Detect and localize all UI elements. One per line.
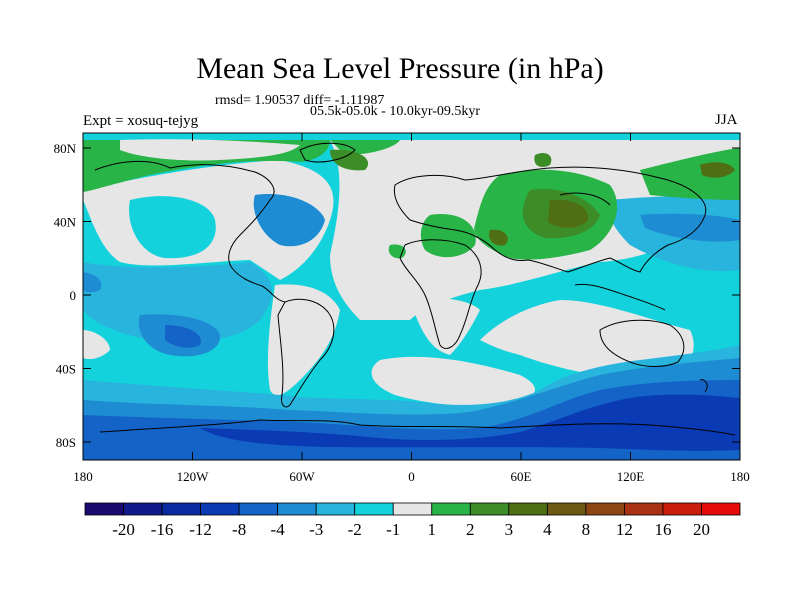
coast-africa <box>399 239 482 349</box>
colorbar-swatch <box>469 502 510 516</box>
colorbar-label: 2 <box>466 520 475 539</box>
colorbar-swatch <box>624 502 664 516</box>
colorbar-label: 1 <box>428 520 437 539</box>
y-tick-label: 40S <box>56 362 76 377</box>
positive-regions <box>83 139 740 260</box>
stats-line: rmsd= 1.90537 diff= -1.11987 <box>215 93 385 108</box>
colorbar-label: 20 <box>693 520 710 539</box>
colorbar-swatch <box>701 502 741 516</box>
coast-australia <box>599 319 685 367</box>
x-tick-label: 180 <box>73 469 93 484</box>
colorbar-swatch <box>200 502 240 516</box>
coast-eurasia <box>393 166 707 273</box>
x-tick-label: 60E <box>511 469 532 484</box>
colorbar-label: 12 <box>616 520 633 539</box>
colorbar-swatch <box>123 502 163 516</box>
map-title: Mean Sea Level Pressure (in hPa) <box>196 52 604 85</box>
colorbar-swatch <box>392 502 433 516</box>
experiment-label: Expt = xosuq-tejyg <box>83 113 199 129</box>
colorbar-swatch <box>431 502 471 516</box>
colorbar-label: 3 <box>505 520 514 539</box>
colorbar-swatch <box>315 502 356 516</box>
colorbar-label: -4 <box>271 520 286 539</box>
colorbar: -20 -16 -12 -8 -4 -3 -2 -1 1 2 3 4 8 12 16 20 <box>84 502 741 539</box>
x-tick-label: 120W <box>177 469 210 484</box>
x-tick-label: 180 <box>730 469 750 484</box>
colorbar-label: -20 <box>112 520 135 539</box>
colorbar-swatch <box>84 502 124 516</box>
y-tick-label: 40N <box>54 215 77 230</box>
field-layer <box>83 133 740 460</box>
colorbar-label: -3 <box>309 520 323 539</box>
y-tick-label: 80N <box>54 141 77 156</box>
colorbar-swatch <box>508 502 548 516</box>
coast-indonesia <box>574 283 666 311</box>
neg8-regions <box>200 394 740 451</box>
colorbar-swatch <box>662 502 702 516</box>
coastlines <box>94 142 736 436</box>
y-tick-label: 0 <box>70 288 77 303</box>
colorbar-label: -16 <box>151 520 174 539</box>
colorbar-label: -12 <box>189 520 212 539</box>
colorbar-swatch <box>161 502 201 516</box>
colorbar-label: 8 <box>582 520 591 539</box>
colorbar-swatch <box>585 502 625 516</box>
x-tick-label: 0 <box>408 469 415 484</box>
colorbar-label: -2 <box>348 520 362 539</box>
period-subtitle: 05.5k-05.0k - 10.0kyr-09.5kyr <box>310 104 481 119</box>
coast-antarctica <box>99 419 736 436</box>
x-axis: 180 120W 60W 0 60E 120E 180 <box>73 133 750 484</box>
colorbar-label: 4 <box>543 520 552 539</box>
colorbar-swatch <box>277 502 317 516</box>
coast-south-america <box>277 298 335 408</box>
coast-inland <box>559 192 611 206</box>
x-tick-label: 120E <box>617 469 645 484</box>
season-label: JJA <box>715 112 738 128</box>
coast-north-america <box>94 160 286 303</box>
y-tick-label: 80S <box>56 435 76 450</box>
y-axis: 80N 40N 0 40S 80S <box>54 141 740 450</box>
colorbar-swatch <box>354 502 394 516</box>
colorbar-swatch <box>546 502 587 516</box>
colorbar-label: -1 <box>386 520 400 539</box>
x-tick-label: 60W <box>289 469 315 484</box>
coast-greenland <box>299 142 356 163</box>
colorbar-label: 16 <box>654 520 671 539</box>
colorbar-label: -8 <box>232 520 246 539</box>
colorbar-swatch <box>238 502 279 516</box>
coast-new-zealand <box>699 379 708 393</box>
